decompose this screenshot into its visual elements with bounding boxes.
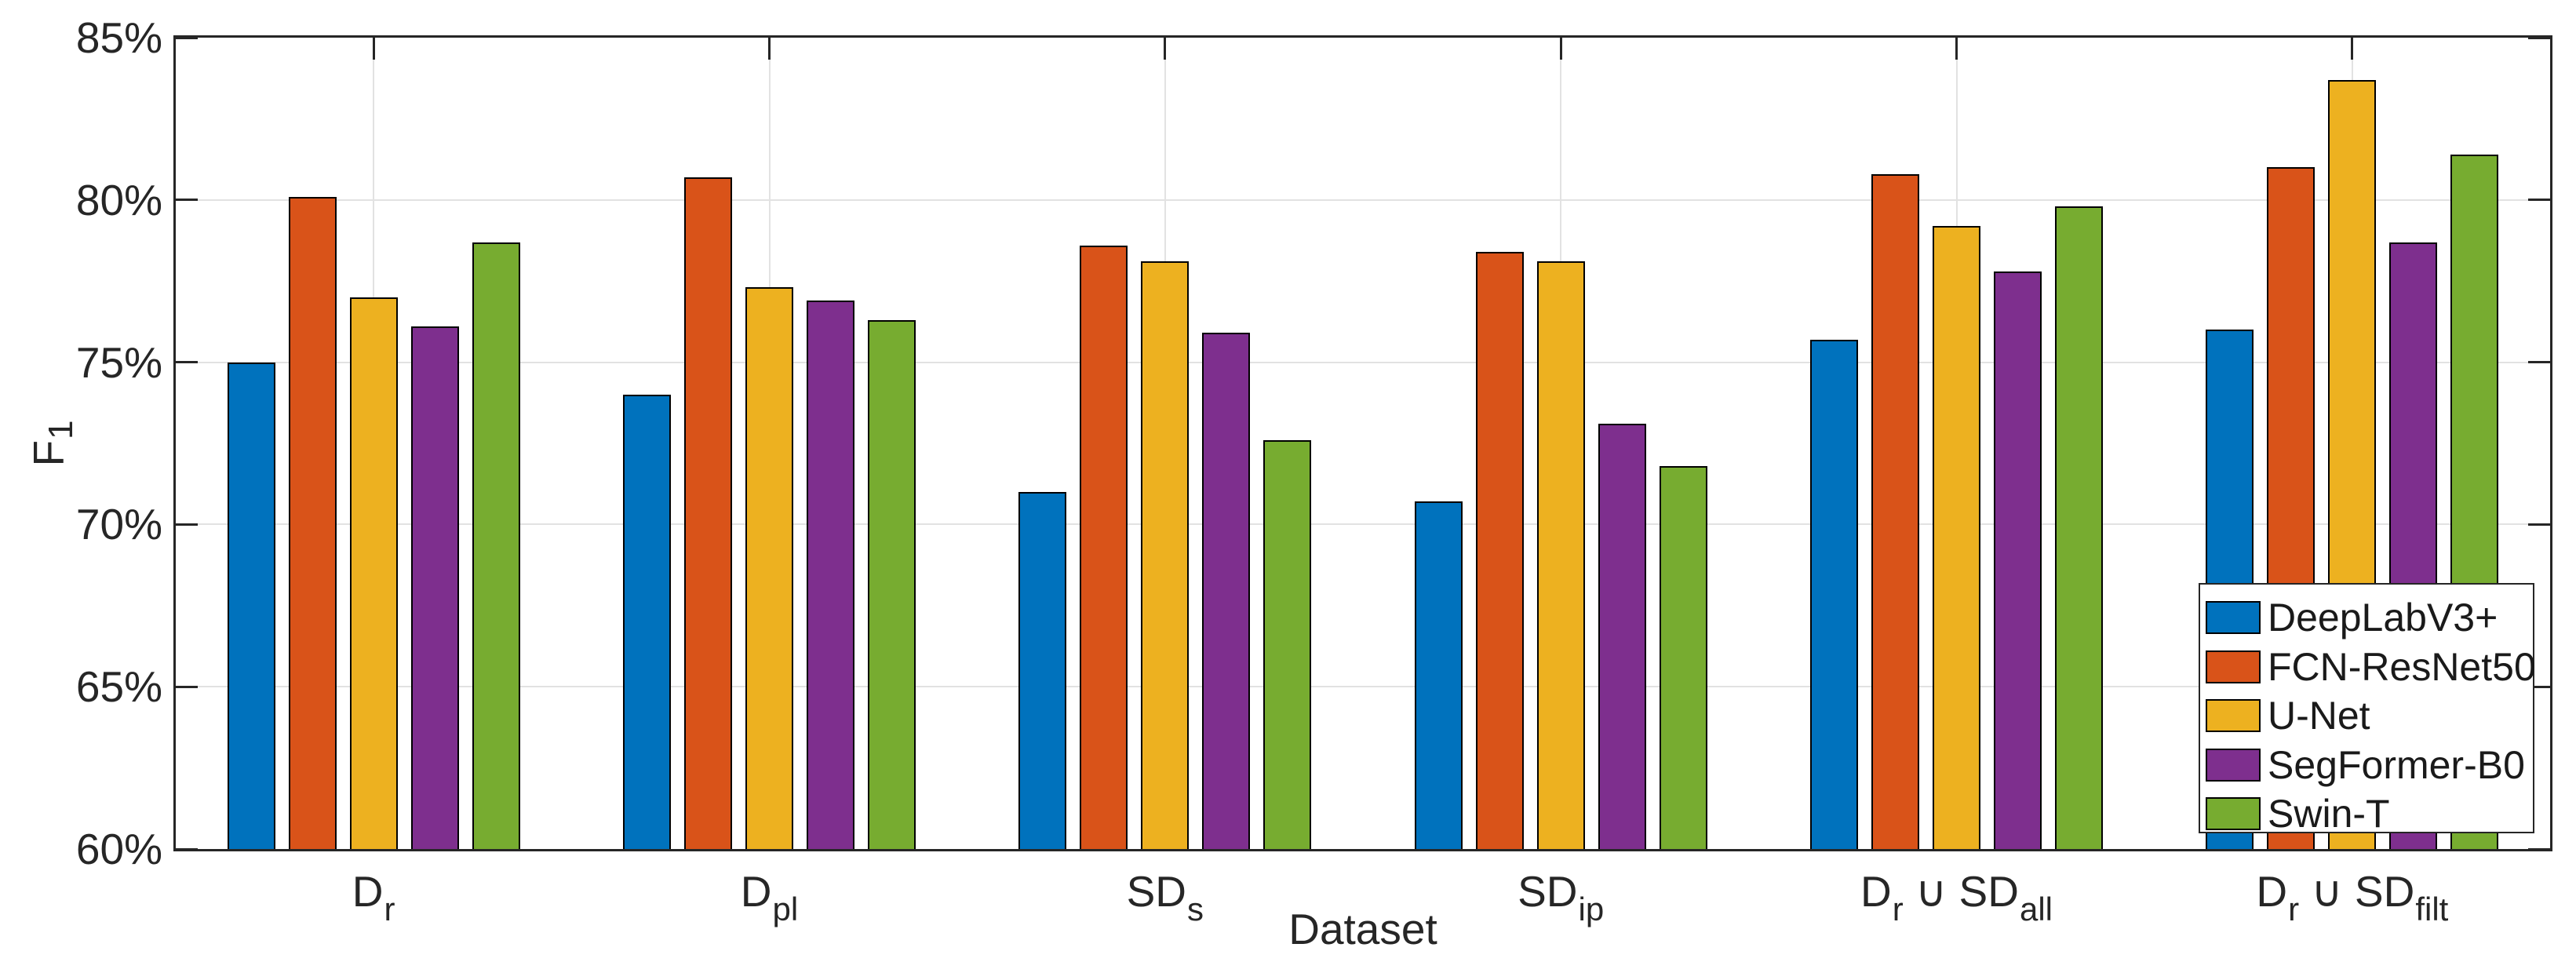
y-tick-mark-left <box>176 199 198 202</box>
y-tick-mark-left <box>176 36 198 39</box>
x-tick-text: D <box>1860 867 1892 916</box>
y-tick-mark-left <box>176 847 198 851</box>
x-tick-subscript: pl <box>772 891 799 927</box>
legend-item-U-Net: U-Net <box>2206 691 2533 741</box>
y-tick-label: 85% <box>75 13 162 62</box>
bar-SegFormer-B0-D_r <box>410 326 459 849</box>
bar-FCN-ResNet50-D_r <box>288 196 337 849</box>
bar-DeepLabV3+-D_pl <box>623 394 671 849</box>
bar-DeepLabV3+-SD_ip <box>1414 501 1463 849</box>
x-tick-text: D <box>740 867 772 916</box>
y-tick-label: 65% <box>75 662 162 712</box>
y-tick-mark-right <box>2528 361 2550 364</box>
bar-DeepLabV3+-SD_s <box>1018 492 1067 849</box>
x-tick-text: D <box>352 867 384 916</box>
y-tick-mark-right <box>2528 847 2550 851</box>
bar-Swin-T-D_r ∪ SD_all <box>2055 206 2103 849</box>
legend-swatch-SegFormer-B0 <box>2206 748 2261 782</box>
bar-SegFormer-B0-SD_ip <box>1598 424 1646 849</box>
bar-FCN-ResNet50-D_r ∪ SD_all <box>1871 173 1919 849</box>
x-tick-subscript: r <box>1892 891 1904 927</box>
x-tick-mark-top <box>1559 38 1562 60</box>
bar-U-Net-D_pl <box>745 287 793 849</box>
x-tick-label-SD_ip: SDip <box>1357 866 1765 927</box>
x-tick-label-D_r: Dr <box>169 866 578 927</box>
x-tick-text: SD <box>1518 867 1578 916</box>
legend-label: Swin-T <box>2268 792 2390 836</box>
legend-label: FCN-ResNet50 <box>2268 644 2536 689</box>
legend-label: U-Net <box>2268 694 2370 738</box>
bar-DeepLabV3+-D_r ∪ SD_all <box>1810 339 1858 849</box>
x-tick-text: ∪ SD <box>2299 867 2415 916</box>
legend-item-FCN-ResNet50: FCN-ResNet50 <box>2206 643 2536 692</box>
bar-U-Net-D_r <box>349 297 398 849</box>
x-tick-label-SD_s: SDs <box>961 866 1369 927</box>
bar-SegFormer-B0-D_r ∪ SD_all <box>1994 271 2042 849</box>
legend-swatch-Swin-T <box>2206 797 2261 831</box>
x-tick-mark-top <box>372 38 375 60</box>
plot-area <box>173 35 2552 851</box>
legend-swatch-DeepLabV3+ <box>2206 601 2261 635</box>
bar-FCN-ResNet50-SD_ip <box>1475 251 1524 849</box>
x-tick-text: D <box>2256 867 2288 916</box>
h-gridline <box>176 523 2550 526</box>
y-tick-mark-right <box>2528 199 2550 202</box>
h-gridline <box>176 199 2550 201</box>
legend-label: DeepLabV3+ <box>2268 596 2498 640</box>
x-tick-mark-top <box>1164 38 1167 60</box>
legend-item-SegFormer-B0: SegFormer-B0 <box>2206 741 2533 790</box>
y-tick-label: 70% <box>75 500 162 549</box>
y-tick-mark-left <box>176 523 198 526</box>
bar-U-Net-D_r ∪ SD_all <box>1933 225 1980 849</box>
bar-SegFormer-B0-D_pl <box>807 301 854 849</box>
y-tick-mark-right <box>2528 36 2550 39</box>
legend-item-Swin-T: Swin-T <box>2206 789 2533 839</box>
bar-Swin-T-SD_ip <box>1659 465 1707 849</box>
x-tick-label-D_r ∪ SD_filt: Dr ∪ SDfilt <box>2148 866 2556 927</box>
bar-FCN-ResNet50-D_pl <box>684 177 732 849</box>
x-tick-mark-top <box>2351 38 2354 60</box>
bar-Swin-T-D_r <box>472 242 520 849</box>
legend: DeepLabV3+ FCN-ResNet50 U-Net SegFormer-B0 S… <box>2199 583 2536 833</box>
bar-SegFormer-B0-SD_s <box>1202 333 1251 849</box>
y-tick-label: 60% <box>75 825 162 873</box>
bar-Swin-T-D_pl <box>868 319 916 849</box>
h-gridline <box>176 686 2550 688</box>
bar-Swin-T-SD_s <box>1263 439 1312 849</box>
x-tick-text: ∪ SD <box>1903 867 2019 916</box>
y-tick-mark-left <box>176 685 198 688</box>
x-tick-subscript: filt <box>2415 891 2449 927</box>
x-tick-subscript: all <box>2019 891 2053 927</box>
x-tick-subscript: s <box>1187 891 1204 927</box>
y-tick-mark-right <box>2528 685 2550 688</box>
bar-DeepLabV3+-D_r <box>227 362 275 849</box>
y-axis-label-main: F <box>24 439 73 467</box>
x-tick-text: SD <box>1126 867 1187 916</box>
x-tick-subscript: r <box>2288 891 2300 927</box>
x-tick-mark-top <box>1955 38 1958 60</box>
y-tick-label: 80% <box>75 175 162 224</box>
legend-swatch-FCN-ResNet50 <box>2206 650 2261 683</box>
x-tick-label-D_pl: Dpl <box>566 866 974 927</box>
x-tick-label-D_r ∪ SD_all: Dr ∪ SDall <box>1753 866 2161 927</box>
x-axis-label: Dataset <box>1288 905 1437 953</box>
bar-U-Net-SD_ip <box>1536 261 1585 849</box>
legend-swatch-U-Net <box>2206 699 2261 733</box>
x-tick-subscript: ip <box>1578 891 1605 927</box>
y-axis-label-subscript: 1 <box>42 420 80 439</box>
h-gridline <box>176 361 2550 363</box>
legend-label: SegFormer-B0 <box>2268 742 2525 787</box>
bar-FCN-ResNet50-SD_s <box>1080 245 1128 849</box>
x-tick-mark-top <box>768 38 771 60</box>
y-tick-label: 75% <box>75 337 162 387</box>
legend-item-DeepLabV3+: DeepLabV3+ <box>2206 593 2533 643</box>
bar-U-Net-SD_s <box>1141 261 1190 849</box>
y-tick-mark-left <box>176 361 198 364</box>
y-tick-mark-right <box>2528 523 2550 526</box>
x-tick-subscript: r <box>384 891 395 927</box>
